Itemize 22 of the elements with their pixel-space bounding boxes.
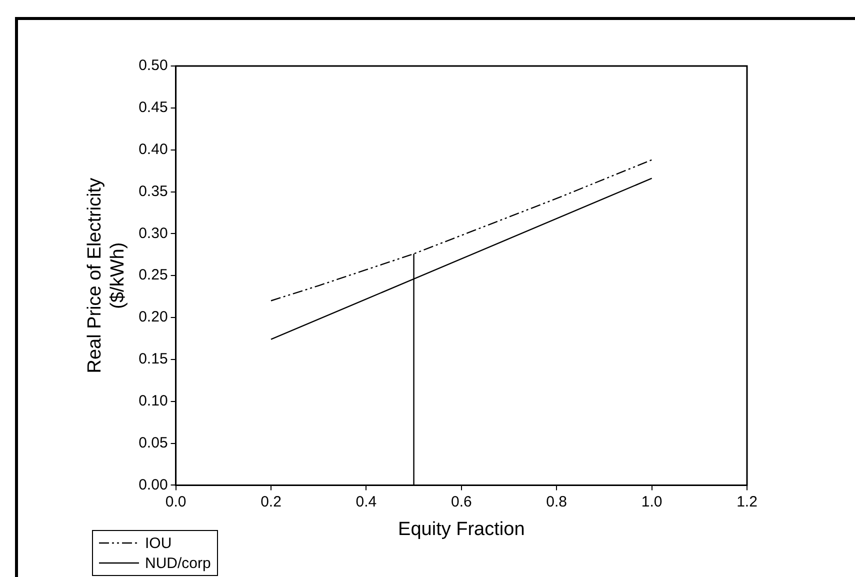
- y-tick-label: 0.45: [138, 99, 168, 116]
- legend-label: IOU: [145, 534, 172, 552]
- y-tick-label: 0.20: [138, 308, 168, 326]
- y-tick-label: 0.15: [138, 350, 168, 368]
- x-tick-label: 0.6: [450, 493, 472, 510]
- y-tick-label: 0.00: [138, 476, 168, 494]
- y-axis-title: Real Price of Electricity ($/kWh): [84, 177, 128, 374]
- x-tick-label: 1.2: [736, 493, 758, 510]
- y-tick-label: 0.30: [138, 224, 168, 242]
- x-tick-label: 1.0: [641, 493, 662, 510]
- y-tick-label: 0.50: [138, 57, 168, 74]
- y-tick-label: 0.10: [138, 392, 168, 410]
- x-axis-title: Equity Fraction: [398, 518, 525, 540]
- x-tick-label: 0.8: [546, 493, 568, 510]
- y-tick-label: 0.35: [138, 182, 168, 200]
- y-tick-label: 0.25: [138, 266, 168, 284]
- x-tick-label: 0.2: [260, 493, 282, 510]
- legend-label: NUD/corp: [145, 554, 211, 572]
- y-tick-label: 0.40: [138, 140, 168, 158]
- x-tick-label: 0.0: [165, 493, 186, 510]
- y-tick-label: 0.05: [138, 434, 168, 452]
- x-tick-label: 0.4: [356, 493, 377, 510]
